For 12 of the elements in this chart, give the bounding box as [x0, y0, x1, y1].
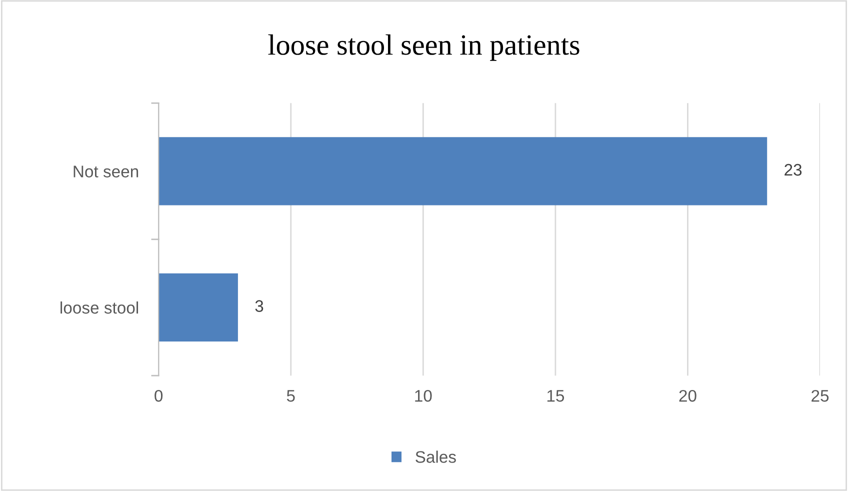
legend-label: Sales	[416, 450, 456, 463]
x-tick-label: 20	[679, 390, 696, 402]
x-tick-label: 0	[154, 390, 163, 402]
x-tick-label: 25	[812, 390, 829, 402]
y-tick-label: loose stool	[60, 301, 138, 314]
x-tick-label: 5	[286, 390, 295, 402]
x-tick-label: 10	[415, 390, 432, 402]
chart-title: loose stool seen in patients	[268, 34, 580, 61]
data-label: 23	[784, 164, 802, 176]
y-tick-label: Not seen	[74, 166, 138, 178]
data-label: 3	[255, 300, 264, 312]
x-tick-label: 15	[547, 390, 564, 402]
